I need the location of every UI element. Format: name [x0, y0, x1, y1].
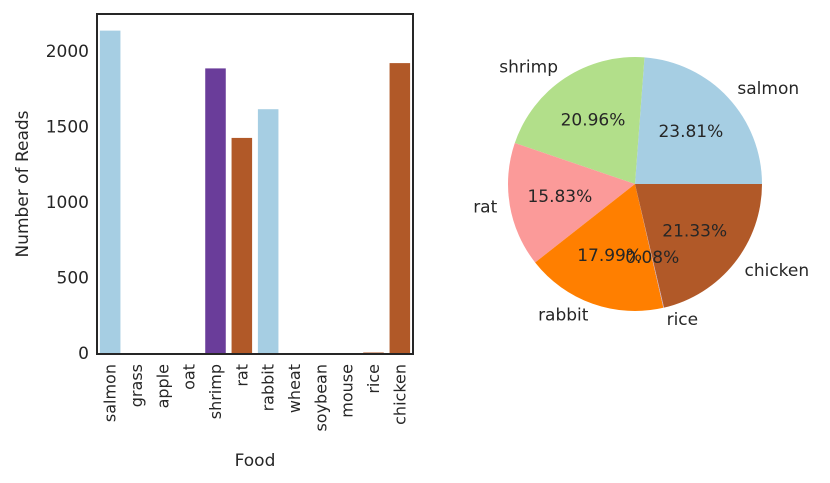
pie-pct-chicken: 21.33% [662, 221, 727, 241]
bar-chart: 0 500 1000 1500 2000 salmon grass apple oat shri… [13, 13, 414, 471]
x-tick-soybean: soybean [311, 364, 330, 432]
y-tick-2000: 2000 [46, 42, 89, 62]
x-tick-oat: oat [180, 364, 199, 390]
bar-rat [231, 137, 253, 354]
y-tick-0: 0 [78, 344, 89, 364]
bar-series [99, 30, 411, 355]
y-tick-500: 500 [57, 268, 89, 288]
pie-label-rabbit: rabbit [538, 306, 589, 326]
pie-pct-rice: 0.08% [625, 248, 679, 268]
x-axis-label: Food [235, 451, 276, 471]
x-tick-rabbit: rabbit [259, 364, 278, 411]
bar-rabbit [257, 109, 279, 354]
slice-rabbit [535, 184, 664, 311]
pie-pct-salmon: 23.81% [658, 122, 723, 142]
x-tick-wheat: wheat [285, 364, 304, 413]
pie-category-labels: salmon shrimp rat rabbit rice chicken [473, 57, 809, 330]
x-tick-mouse: mouse [338, 364, 357, 418]
x-tick-rice: rice [364, 364, 383, 394]
bar-salmon [99, 30, 121, 355]
slice-chicken [635, 184, 762, 308]
bar-chicken [389, 63, 411, 355]
x-tick-grass: grass [127, 364, 146, 407]
x-tick-rat: rat [232, 364, 251, 387]
x-tick-salmon: salmon [101, 364, 120, 422]
plot-frame [96, 13, 414, 355]
slice-salmon [635, 57, 763, 184]
pie-label-rice: rice [667, 310, 699, 330]
pie-pct-rabbit: 17.99% [577, 246, 642, 266]
y-tick-1000: 1000 [46, 193, 89, 213]
x-tick-shrimp: shrimp [206, 364, 225, 419]
pie-label-rat: rat [473, 197, 497, 217]
y-axis-label: Number of Reads [13, 110, 33, 257]
y-tick-labels: 0 500 1000 1500 2000 [46, 42, 89, 364]
pie-label-shrimp: shrimp [499, 57, 558, 77]
pie-label-salmon: salmon [737, 79, 799, 99]
pie-slices [508, 56, 763, 311]
y-tick-1500: 1500 [46, 117, 89, 137]
pie-pct-shrimp: 20.96% [561, 110, 626, 130]
x-tick-chicken: chicken [390, 364, 409, 425]
pie-pct-rat: 15.83% [527, 187, 592, 207]
pie-label-chicken: chicken [744, 261, 809, 281]
x-tick-labels: salmon grass apple oat shrimp rat rabbit wheat s… [101, 364, 410, 432]
slice-rice [635, 184, 665, 308]
slice-rat [508, 143, 635, 263]
x-tick-apple: apple [153, 364, 172, 408]
pie-percent-labels: 23.81% 20.96% 15.83% 17.99%0.08% 21.33% [527, 110, 727, 268]
slice-shrimp [514, 56, 645, 184]
bar-shrimp [205, 68, 226, 355]
